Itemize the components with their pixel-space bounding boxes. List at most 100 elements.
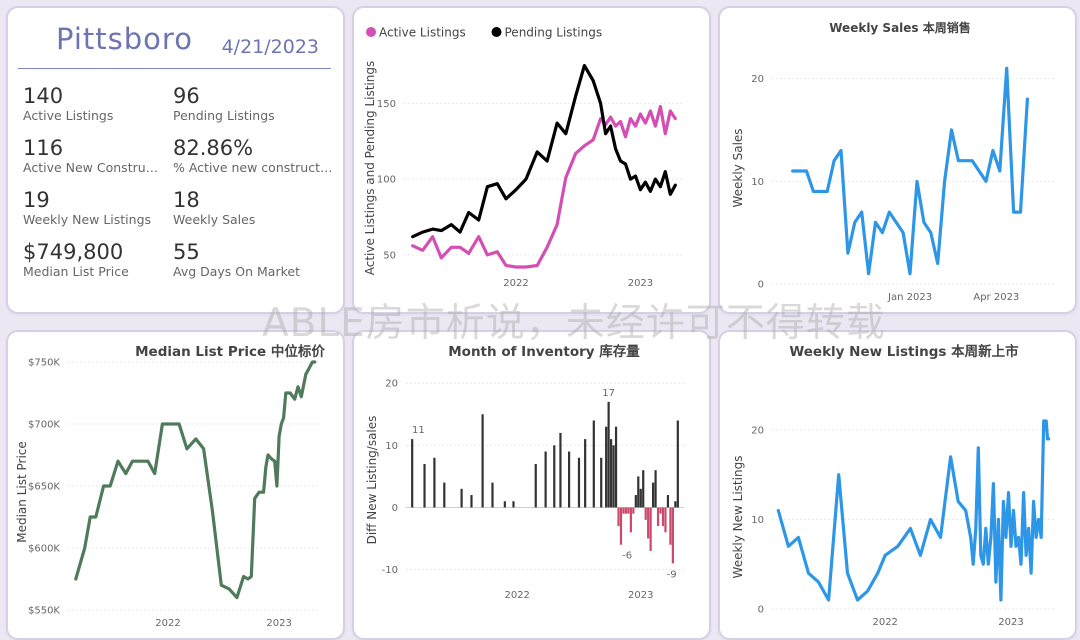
bar <box>600 457 603 508</box>
active-pending-chart-panel: Active Listings and Pending Listings 50 10… <box>352 6 711 314</box>
median-list-price-chart-panel: Median List Price 中位标价 Median List Price $… <box>6 330 345 640</box>
bar <box>607 401 610 508</box>
bar <box>584 439 587 508</box>
bar <box>512 501 515 508</box>
y-tick-label: 0 <box>758 280 764 291</box>
bar <box>619 507 623 545</box>
kpi-weekly-new-listings: 19 Weekly New Listings <box>23 188 183 227</box>
kpi-weekly-sales: 18 Weekly Sales <box>173 188 333 227</box>
series-line-series-0 <box>74 360 317 600</box>
bar <box>553 445 556 508</box>
active-pending-chart: Active Listings and Pending Listings 50 10… <box>363 26 684 289</box>
bar <box>567 451 571 508</box>
bar <box>659 507 662 514</box>
bar <box>666 495 670 508</box>
series-line-series-0 <box>776 419 1051 602</box>
y-tick-label: 10 <box>751 515 764 526</box>
kpi-avg-days-on-market: 55 Avg Days On Market <box>173 240 333 279</box>
weekly-sales-chart-panel: Weekly Sales 本周销售 Weekly Sales 0 10 20 Jan 20… <box>718 6 1077 314</box>
series-line-series-0 <box>791 66 1029 276</box>
legend-label: Pending Listings <box>505 26 603 40</box>
y-tick-label: $600K <box>28 544 60 555</box>
kpi-label: Median List Price <box>23 264 129 279</box>
y-tick-label: 10 <box>751 177 764 188</box>
data-label: -6 <box>622 551 632 562</box>
x-tick-label: 2023 <box>628 590 653 601</box>
bar <box>423 463 426 508</box>
month-of-inventory-chart: Month of Inventory 库存量 Diff New Listing/s… <box>365 343 684 601</box>
y-axis-label: Weekly Sales <box>731 128 745 207</box>
y-tick-label: -10 <box>382 565 398 576</box>
bar <box>644 507 647 520</box>
bar <box>676 420 679 508</box>
x-tick-label: 2022 <box>155 618 180 629</box>
x-tick-label: 2022 <box>504 590 529 601</box>
bar <box>629 507 632 533</box>
bar <box>627 507 630 514</box>
y-tick-label: $650K <box>28 482 60 493</box>
data-label: -9 <box>667 569 677 580</box>
bar <box>443 482 446 508</box>
bar <box>671 507 674 564</box>
chart-title: Weekly Sales 本周销售 <box>829 20 971 35</box>
bar <box>481 414 484 508</box>
bar <box>612 445 615 508</box>
chart-title: Weekly New Listings 本周新上市 <box>789 343 1019 360</box>
kpi-value: 18 <box>173 188 200 212</box>
bar <box>614 426 618 508</box>
bar <box>592 420 595 508</box>
bar <box>617 507 620 527</box>
bar <box>622 507 625 514</box>
bar <box>664 507 667 533</box>
kpi-label: Active New Constructi... <box>23 160 161 175</box>
report-date: 4/21/2023 <box>221 36 319 58</box>
kpi-panel: Pittsboro 4/21/2023 140 Active Listings … <box>6 6 345 314</box>
kpi-value: 82.86% <box>173 136 254 160</box>
kpi-pct-new-constructions: 82.86% % Active new constructions <box>173 136 333 175</box>
y-axis-label: Active Listings and Pending Listings <box>363 61 377 276</box>
y-axis-label: Diff New Listing/sales <box>365 416 379 545</box>
bar <box>577 457 581 508</box>
kpi-active-new-constructions: 116 Active New Constructi... <box>23 136 161 175</box>
bar <box>503 501 506 508</box>
y-tick-label: 150 <box>377 99 396 110</box>
bar <box>637 476 640 508</box>
bar <box>642 470 645 508</box>
bar <box>669 507 672 545</box>
kpi-value: 116 <box>23 136 64 160</box>
kpi-label: Active Listings <box>23 108 114 123</box>
y-axis-label: Weekly New Listings <box>731 456 745 579</box>
bar <box>656 507 660 527</box>
bar <box>559 432 562 508</box>
bar <box>411 439 414 508</box>
kpi-label: % Active new constructions <box>173 160 333 175</box>
bar <box>634 495 637 508</box>
bar <box>647 507 650 539</box>
x-tick-label: 2022 <box>872 617 897 628</box>
kpi-value: $749,800 <box>23 240 124 264</box>
series-line-pending-listings <box>411 63 677 239</box>
data-label: 17 <box>602 388 615 399</box>
kpi-label: Pending Listings <box>173 108 275 123</box>
y-tick-label: 10 <box>385 441 398 452</box>
x-tick-label: 2023 <box>998 617 1023 628</box>
bar <box>639 488 642 508</box>
legend-marker <box>491 27 502 37</box>
x-tick-label: 2023 <box>266 618 291 629</box>
y-tick-label: 20 <box>751 425 764 436</box>
kpi-value: 140 <box>23 84 64 108</box>
kpi-label: Weekly Sales <box>173 212 256 227</box>
bar <box>544 451 547 508</box>
bar <box>491 482 494 508</box>
y-axis-label: Median List Price <box>15 441 29 543</box>
kpi-value: 96 <box>173 84 200 108</box>
x-tick-label: 2023 <box>628 278 653 289</box>
y-tick-label: $700K <box>28 420 60 431</box>
legend-marker <box>366 27 376 37</box>
y-tick-label: 20 <box>751 74 764 85</box>
legend-label: Active Listings <box>379 26 466 40</box>
series-line-active-listings <box>411 104 677 269</box>
bar <box>605 426 608 508</box>
y-tick-label: 0 <box>392 503 398 514</box>
kpi-median-list-price: $749,800 Median List Price <box>23 240 183 279</box>
